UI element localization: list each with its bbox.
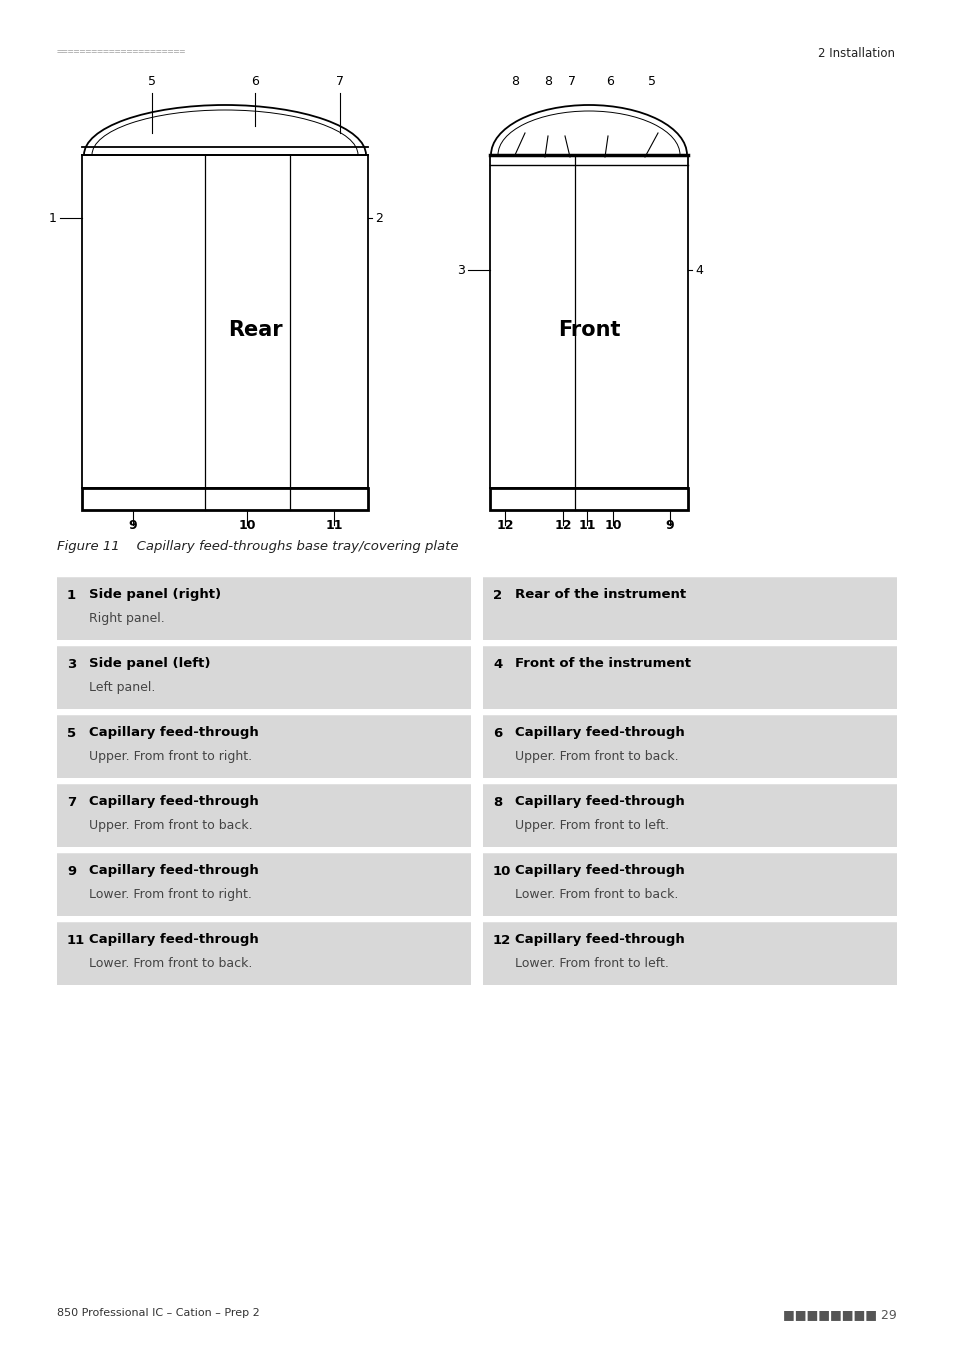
Text: 850 Professional IC – Cation – Prep 2: 850 Professional IC – Cation – Prep 2	[57, 1308, 259, 1318]
Text: 5: 5	[67, 728, 76, 740]
Text: 11: 11	[67, 934, 85, 946]
Text: 9: 9	[129, 518, 137, 532]
Text: 11: 11	[578, 518, 595, 532]
Text: 4: 4	[493, 657, 501, 671]
Bar	[490, 487, 687, 510]
Text: Upper. From front to right.: Upper. From front to right.	[89, 751, 252, 763]
Text: Lower. From front to back.: Lower. From front to back.	[515, 888, 678, 900]
Text: 5: 5	[148, 76, 156, 88]
Text: ■■■■■■■■ 29: ■■■■■■■■ 29	[782, 1308, 896, 1322]
Text: 8: 8	[543, 76, 552, 88]
Text: 3: 3	[67, 657, 76, 671]
Text: 10: 10	[603, 518, 621, 532]
Bar	[57, 782, 471, 846]
Bar	[57, 919, 471, 985]
Text: 9: 9	[665, 518, 674, 532]
Bar	[57, 575, 471, 640]
Text: 7: 7	[67, 796, 76, 809]
Text: Capillary feed-through: Capillary feed-through	[89, 795, 258, 809]
Bar	[482, 713, 896, 778]
Text: Left panel.: Left panel.	[89, 680, 155, 694]
Text: 3: 3	[456, 263, 464, 277]
Text: 12: 12	[496, 518, 514, 532]
Text: 9: 9	[67, 865, 76, 878]
Text: ======================: ======================	[57, 47, 186, 57]
Text: Right panel.: Right panel.	[89, 612, 165, 625]
Text: Figure 11    Capillary feed-throughs base tray/covering plate: Figure 11 Capillary feed-throughs base t…	[57, 540, 458, 553]
Bar	[82, 487, 368, 510]
Text: 10: 10	[493, 865, 511, 878]
Text: 2 Installation: 2 Installation	[817, 47, 894, 59]
Text: 2: 2	[375, 212, 382, 224]
Text: 12: 12	[493, 934, 511, 946]
Text: Side panel (left): Side panel (left)	[89, 657, 211, 670]
Text: Lower. From front to back.: Lower. From front to back.	[89, 957, 253, 971]
Text: Lower. From front to left.: Lower. From front to left.	[515, 957, 668, 971]
Text: Side panel (right): Side panel (right)	[89, 589, 221, 601]
Text: 7: 7	[567, 76, 576, 88]
Bar	[482, 919, 896, 985]
Text: 7: 7	[335, 76, 344, 88]
Text: Capillary feed-through: Capillary feed-through	[89, 726, 258, 738]
Text: Capillary feed-through: Capillary feed-through	[89, 864, 258, 878]
Text: 10: 10	[238, 518, 255, 532]
Text: Upper. From front to back.: Upper. From front to back.	[515, 751, 678, 763]
Text: Lower. From front to right.: Lower. From front to right.	[89, 888, 252, 900]
Bar	[482, 782, 896, 846]
Text: 6: 6	[493, 728, 501, 740]
Bar	[57, 850, 471, 917]
Bar	[57, 644, 471, 709]
Text: 1: 1	[49, 212, 57, 224]
Text: 5: 5	[647, 76, 656, 88]
Text: 12: 12	[554, 518, 571, 532]
Text: Front of the instrument: Front of the instrument	[515, 657, 690, 670]
Text: Rear of the instrument: Rear of the instrument	[515, 589, 685, 601]
Text: 6: 6	[251, 76, 258, 88]
Text: 6: 6	[605, 76, 614, 88]
Text: Capillary feed-through: Capillary feed-through	[515, 864, 684, 878]
Bar	[490, 155, 687, 487]
Text: 4: 4	[695, 263, 702, 277]
Bar	[82, 155, 368, 487]
Text: 8: 8	[493, 796, 501, 809]
Bar	[482, 575, 896, 640]
Text: Upper. From front to back.: Upper. From front to back.	[89, 819, 253, 832]
Text: 11: 11	[325, 518, 342, 532]
Text: Capillary feed-through: Capillary feed-through	[515, 933, 684, 946]
Bar	[482, 644, 896, 709]
Bar	[482, 850, 896, 917]
Text: Capillary feed-through: Capillary feed-through	[515, 795, 684, 809]
Text: Upper. From front to left.: Upper. From front to left.	[515, 819, 668, 832]
Bar	[57, 713, 471, 778]
Text: 2: 2	[493, 589, 501, 602]
Text: Capillary feed-through: Capillary feed-through	[89, 933, 258, 946]
Text: 1: 1	[67, 589, 76, 602]
Text: Rear: Rear	[228, 320, 282, 340]
Text: Front: Front	[558, 320, 619, 340]
Text: Capillary feed-through: Capillary feed-through	[515, 726, 684, 738]
Text: 8: 8	[511, 76, 518, 88]
